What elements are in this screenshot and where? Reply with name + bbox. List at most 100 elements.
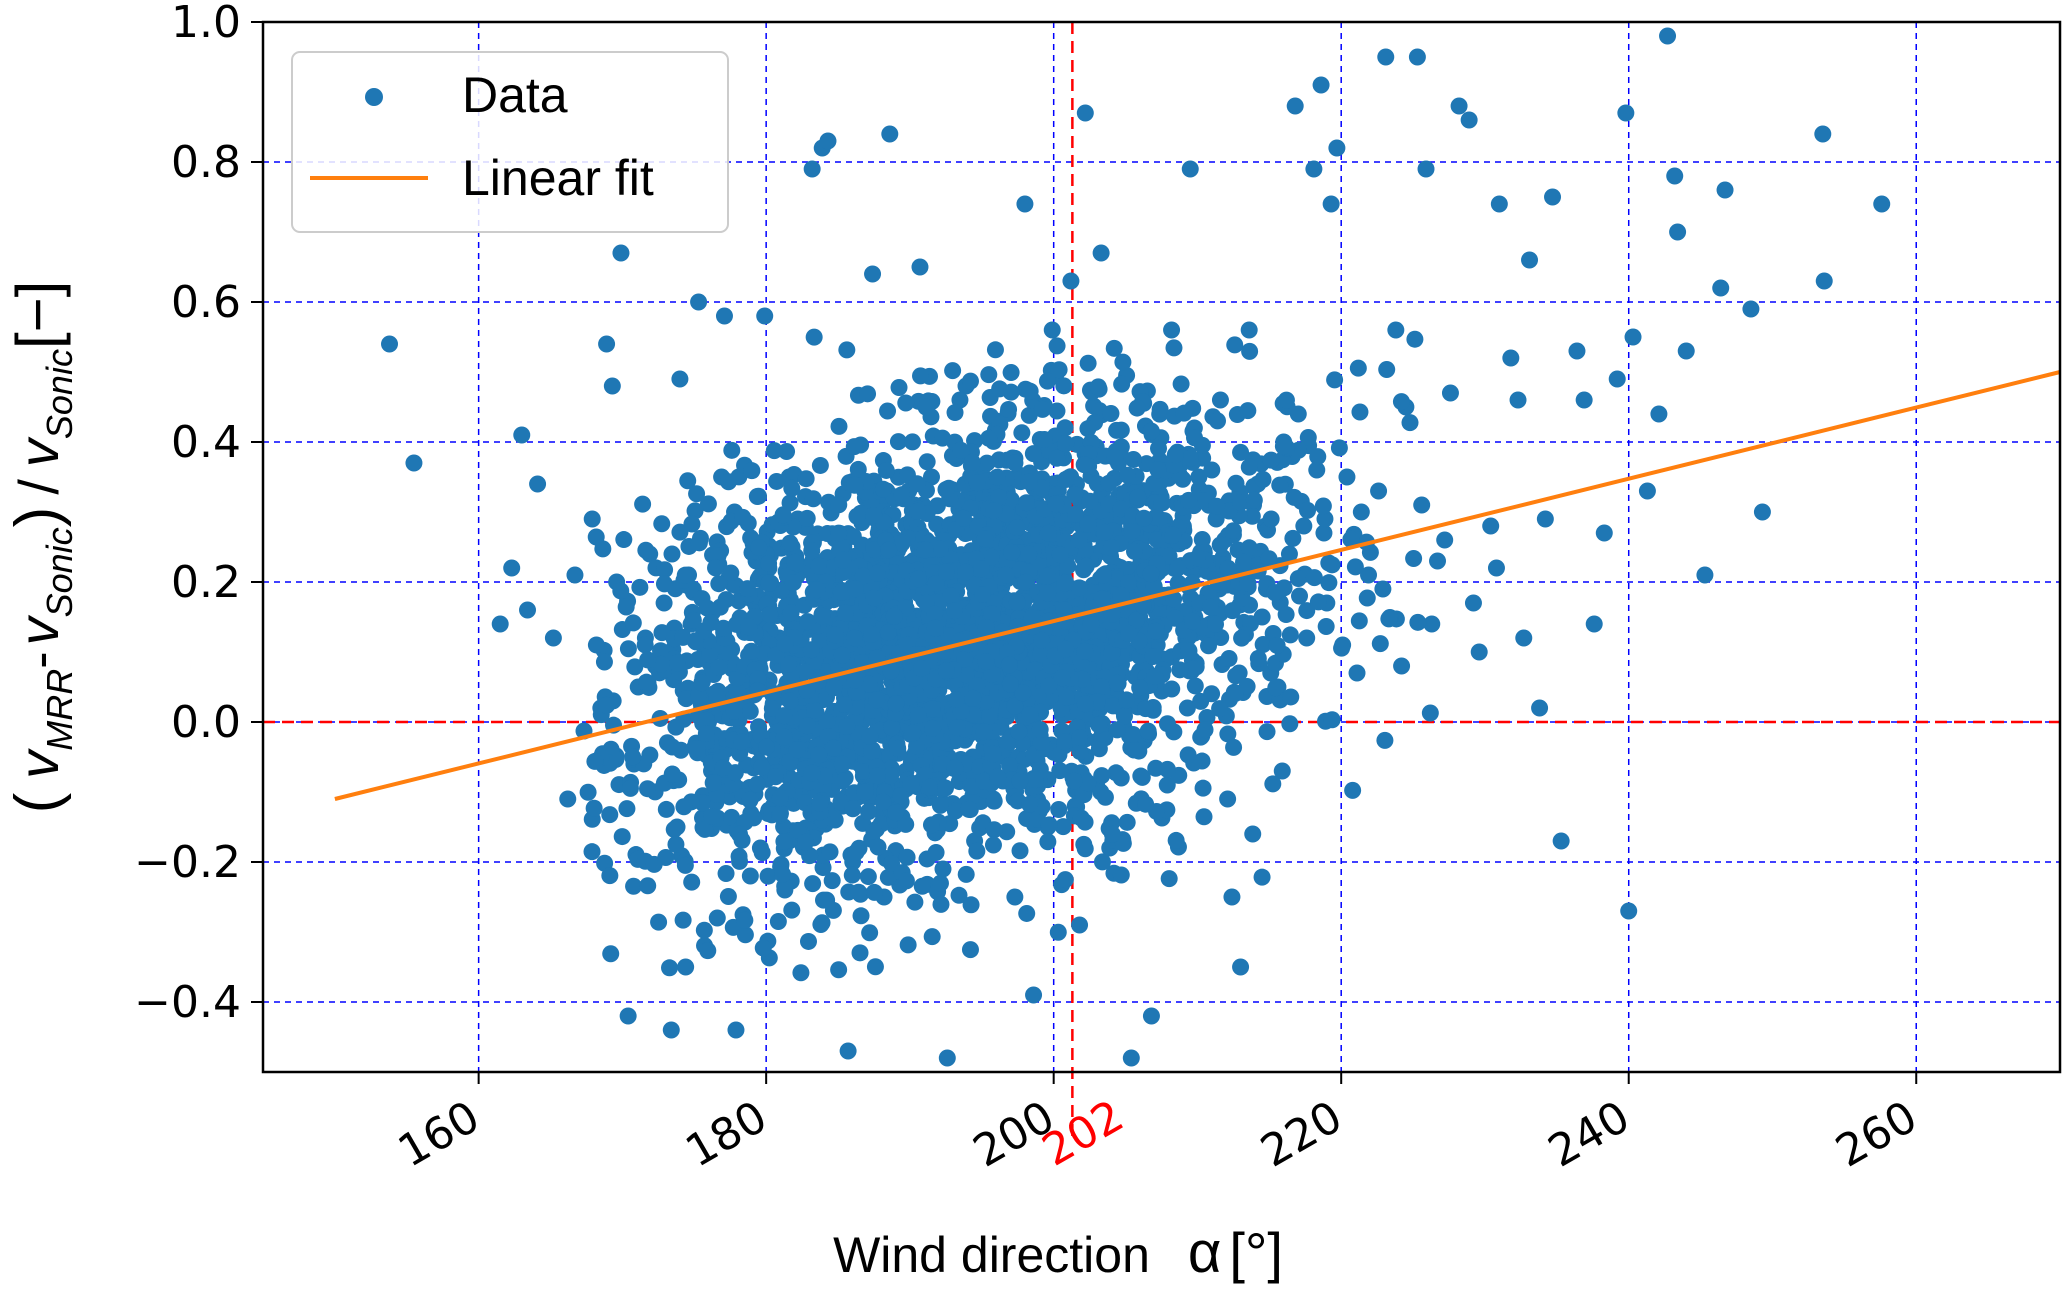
data-point [612, 244, 630, 262]
data-point [1234, 553, 1252, 571]
data-point [699, 495, 717, 513]
data-point [676, 566, 694, 584]
data-point [908, 475, 926, 493]
data-point [1079, 420, 1097, 438]
data-point [739, 580, 757, 598]
data-point [748, 775, 766, 793]
data-point [990, 488, 1008, 506]
data-point [1002, 363, 1020, 381]
data-point [1051, 546, 1069, 564]
data-point [991, 380, 1009, 398]
data-point [595, 653, 613, 671]
data-point [1344, 781, 1362, 799]
data-point [583, 843, 601, 861]
data-point [661, 959, 679, 977]
data-point [1000, 400, 1018, 418]
data-point [832, 583, 850, 601]
data-point [774, 865, 792, 883]
data-point [1051, 762, 1069, 780]
data-point [730, 847, 748, 865]
data-point [1387, 321, 1405, 339]
data-point [1093, 853, 1111, 871]
data-point [587, 636, 605, 654]
data-point [742, 642, 760, 660]
data-point [1315, 524, 1333, 542]
data-point [897, 394, 915, 412]
data-point [760, 555, 778, 573]
data-point [1281, 626, 1299, 644]
data-point [1076, 813, 1094, 831]
data-point [1203, 685, 1221, 703]
data-point [1114, 353, 1132, 371]
data-point [612, 582, 630, 600]
data-point [881, 125, 899, 143]
data-point [782, 604, 800, 622]
data-point [989, 768, 1007, 786]
data-point [1351, 403, 1369, 421]
data-point [1020, 406, 1038, 424]
data-point [1291, 587, 1309, 605]
data-point [1071, 729, 1089, 747]
data-point [880, 541, 898, 559]
data-point [1232, 958, 1250, 976]
data-point [671, 370, 689, 388]
data-point [741, 867, 759, 885]
data-point [733, 831, 751, 849]
data-point [948, 719, 966, 737]
data-point [856, 783, 874, 801]
data-point [813, 914, 831, 932]
data-point [1305, 160, 1323, 178]
data-point [899, 936, 917, 954]
data-point [1165, 723, 1183, 741]
data-point [586, 752, 604, 770]
data-point [1108, 421, 1126, 439]
data-point [1487, 559, 1505, 577]
data-point [1666, 167, 1684, 185]
data-point [1224, 522, 1242, 540]
data-point [1232, 494, 1250, 512]
data-point [603, 377, 621, 395]
legend-fit-label: Linear fit [462, 150, 654, 206]
data-point [889, 739, 907, 757]
data-point [717, 865, 735, 883]
data-point [1194, 779, 1212, 797]
data-point [926, 605, 944, 623]
data-point [741, 791, 759, 809]
data-point [1320, 574, 1338, 592]
data-point [946, 759, 964, 777]
data-point [874, 793, 892, 811]
data-point [1123, 522, 1141, 540]
data-point [980, 707, 998, 725]
linear-fit-line [334, 370, 2061, 801]
data-point [977, 618, 995, 636]
data-point [702, 614, 720, 632]
data-point [1002, 491, 1020, 509]
data-point [774, 506, 792, 524]
data-point [503, 559, 521, 577]
data-point [797, 470, 815, 488]
data-point [663, 765, 681, 783]
data-point [1163, 321, 1181, 339]
data-point [513, 426, 531, 444]
data-point [936, 779, 954, 797]
data-point [845, 438, 863, 456]
data-point [686, 502, 704, 520]
data-point [984, 745, 1002, 763]
data-point [1039, 524, 1057, 542]
data-point [637, 673, 655, 691]
data-point [1349, 359, 1367, 377]
data-point [1160, 870, 1178, 888]
data-point [863, 742, 881, 760]
data-point [1620, 902, 1638, 920]
data-point [1226, 685, 1244, 703]
data-point [1033, 631, 1051, 649]
data-point [843, 866, 861, 884]
data-point [1568, 342, 1586, 360]
data-point [655, 575, 673, 593]
y-tick-label: 0.6 [171, 277, 241, 328]
data-point [1054, 818, 1072, 836]
data-point [1328, 139, 1346, 157]
data-point [677, 958, 695, 976]
data-point [887, 804, 905, 822]
data-point [741, 702, 759, 720]
